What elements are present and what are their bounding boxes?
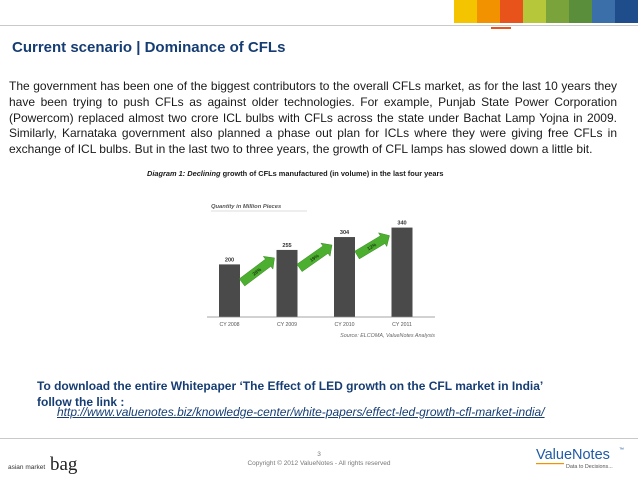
growth-arrow: 12%	[354, 232, 390, 260]
caption-prefix: Diagram 1: Declining	[147, 169, 221, 178]
category-tick-label: CY 2009	[277, 322, 297, 328]
chart-bar	[276, 249, 298, 317]
header-color-bar	[454, 0, 638, 23]
category-tick-label: CY 2010	[334, 322, 354, 328]
body-paragraph: The government has been one of the bigge…	[9, 79, 617, 157]
logo-right-tagline: Data to Decisions...	[566, 464, 613, 470]
download-prompt: To download the entire Whitepaper ‘The E…	[37, 378, 543, 410]
page-title: Current scenario | Dominance of CFLs	[12, 39, 286, 56]
whitepaper-link[interactable]: http://www.valuenotes.biz/knowledge-cent…	[57, 405, 545, 419]
growth-arrow-shape	[239, 256, 275, 287]
growth-label: 12%	[366, 242, 378, 252]
logo-left-small: asian market	[8, 464, 45, 471]
logo-orange-rule	[536, 463, 564, 465]
diagram-caption: Diagram 1: Declining growth of CFLs manu…	[147, 169, 444, 178]
growth-arrow: 19%	[296, 242, 333, 272]
chart-bar	[219, 264, 240, 317]
logo-right-name: ValueNotes	[536, 447, 610, 463]
bar-value-label: 304	[340, 230, 350, 236]
color-block	[592, 0, 615, 23]
growth-arrow-shape	[354, 232, 390, 260]
header-accent-line	[491, 27, 511, 29]
chart-source: Source: ELCOMA, ValueNotes Analysis	[340, 333, 435, 339]
page-number: 3	[317, 451, 321, 458]
asian-market-bag-logo: asian market bag	[8, 454, 78, 474]
bar-value-label: 255	[282, 243, 291, 249]
bar-value-label: 340	[397, 221, 406, 227]
growth-arrow-shape	[296, 242, 333, 272]
logo-right-tm: ™	[619, 447, 624, 453]
growth-arrow: 28%	[239, 256, 275, 287]
bar-value-label: 200	[225, 257, 234, 263]
cfl-volume-chart: Quantity in Million Pieces 200 255 304 340 2…	[207, 204, 435, 339]
growth-label: 28%	[252, 266, 264, 277]
category-tick-label: CY 2011	[392, 322, 412, 328]
growth-label: 19%	[309, 253, 321, 264]
chart-title: Quantity in Million Pieces	[211, 204, 282, 210]
chart-bar	[334, 237, 355, 317]
color-block	[546, 0, 569, 23]
download-line-2: follow the link :	[37, 395, 125, 409]
color-block	[615, 0, 638, 23]
category-tick-label: CY 2008	[219, 322, 239, 328]
color-block	[477, 0, 500, 23]
chart-bar	[391, 227, 413, 317]
color-block	[500, 0, 523, 23]
header-divider	[0, 25, 638, 26]
download-line-1: To download the entire Whitepaper ‘The E…	[37, 379, 544, 393]
footer-divider	[0, 438, 638, 439]
caption-rest: growth of CFLs manufactured (in volume) …	[220, 169, 444, 178]
logo-left-big: bag	[50, 454, 78, 474]
copyright-text: Copyright © 2012 ValueNotes - All rights…	[247, 460, 391, 467]
color-block	[569, 0, 592, 23]
color-block	[454, 0, 477, 23]
valuenotes-logo: ValueNotes ™ Data to Decisions...	[536, 447, 624, 470]
color-block	[523, 0, 546, 23]
